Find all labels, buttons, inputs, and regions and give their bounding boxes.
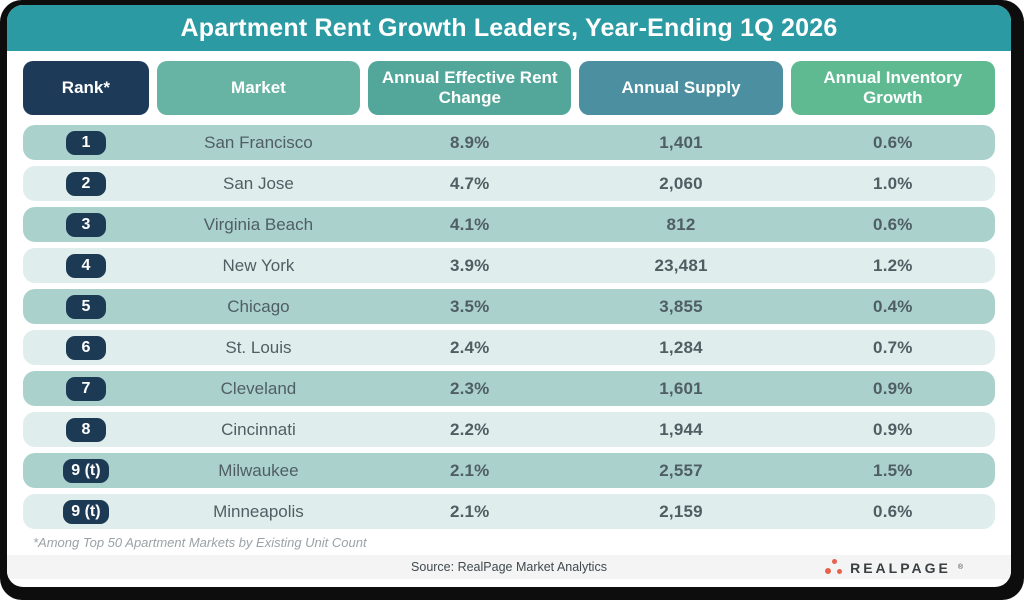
table-row: 7 Cleveland 2.3% 1,601 0.9% [23,371,995,406]
inventory-cell: 0.6% [873,501,913,521]
rank-badge: 3 [65,212,106,237]
rank-cell: 6 [23,335,149,360]
column-header-rent-change: Annual Effective Rent Change [368,61,572,115]
realpage-logo-text: REALPAGE [850,559,951,576]
rent-change-cell: 2.1% [449,501,490,521]
trademark-mark: ® [957,564,963,571]
rent-change-cell: 3.9% [449,255,490,275]
infographic-card: Apartment Rent Growth Leaders, Year-Endi… [7,5,1011,587]
supply-cell: 812 [666,214,696,234]
supply-cell: 2,557 [659,460,703,480]
inventory-cell: 0.6% [873,132,913,152]
table-row: 1 San Francisco 8.9% 1,401 0.6% [23,125,995,160]
page-title: Apartment Rent Growth Leaders, Year-Endi… [180,13,838,42]
rank-badge: 9 (t) [63,499,109,524]
rent-change-cell: 2.1% [449,460,490,480]
supply-cell: 1,601 [659,378,703,398]
realpage-logo: REALPAGE ® [825,559,963,576]
footer-bar: Source: RealPage Market Analytics [7,555,1011,579]
rent-change-cell: 2.4% [449,337,490,357]
rank-cell: 3 [23,212,149,237]
table-row: 9 (t) Milwaukee 2.1% 2,557 1.5% [23,453,995,488]
rent-change-cell: 2.3% [449,378,490,398]
table-header-row: Rank* Market Annual Effective Rent Chang… [23,61,995,115]
supply-cell: 1,401 [659,132,703,152]
title-bar: Apartment Rent Growth Leaders, Year-Endi… [7,5,1011,51]
column-header-supply: Annual Supply [579,61,783,115]
rank-badge: 4 [65,253,106,278]
table-row: 8 Cincinnati 2.2% 1,944 0.9% [23,412,995,447]
rank-cell: 8 [23,417,149,442]
supply-cell: 1,284 [659,337,703,357]
table-row: 2 San Jose 4.7% 2,060 1.0% [23,166,995,201]
market-cell: Cleveland [220,378,297,398]
inventory-cell: 1.5% [873,460,913,480]
rank-cell: 9 (t) [23,499,149,524]
rent-change-cell: 4.1% [449,214,490,234]
rent-change-cell: 2.2% [449,419,490,439]
market-cell: San Francisco [204,132,313,152]
supply-cell: 2,060 [659,173,703,193]
rank-cell: 2 [23,171,149,196]
inventory-cell: 0.9% [873,378,913,398]
rank-cell: 1 [23,130,149,155]
rent-change-cell: 8.9% [449,132,490,152]
inventory-cell: 0.9% [873,419,913,439]
market-cell: Minneapolis [213,501,304,521]
market-cell: New York [222,255,295,275]
rank-badge: 8 [65,417,106,442]
market-cell: Chicago [227,296,290,316]
supply-cell: 2,159 [659,501,703,521]
realpage-dots-icon [825,559,843,576]
rank-badge: 2 [65,171,106,196]
inventory-cell: 1.2% [873,255,913,275]
footnote: *Among Top 50 Apartment Markets by Exist… [33,535,367,550]
inventory-cell: 0.7% [873,337,913,357]
rank-badge: 6 [65,335,106,360]
inventory-cell: 0.6% [873,214,913,234]
rank-cell: 5 [23,294,149,319]
market-cell: Milwaukee [218,460,299,480]
table-row: 6 St. Louis 2.4% 1,284 0.7% [23,330,995,365]
supply-cell: 3,855 [659,296,703,316]
inventory-cell: 0.4% [873,296,913,316]
rank-cell: 7 [23,376,149,401]
table-area: Rank* Market Annual Effective Rent Chang… [7,61,1011,550]
supply-cell: 1,944 [659,419,703,439]
market-cell: Cincinnati [221,419,296,439]
rank-badge: 5 [65,294,106,319]
table-row: 9 (t) Minneapolis 2.1% 2,159 0.6% [23,494,995,529]
rank-badge: 9 (t) [63,458,109,483]
rent-change-cell: 4.7% [449,173,490,193]
rank-badge: 1 [65,130,106,155]
table-row: 3 Virginia Beach 4.1% 812 0.6% [23,207,995,242]
table-row: 4 New York 3.9% 23,481 1.2% [23,248,995,283]
table-body: 1 San Francisco 8.9% 1,401 0.6% 2 San Jo… [23,125,995,529]
source-text: Source: RealPage Market Analytics [411,560,607,574]
market-cell: Virginia Beach [203,214,314,234]
rank-cell: 4 [23,253,149,278]
market-cell: San Jose [223,173,294,193]
rank-cell: 9 (t) [23,458,149,483]
column-header-market: Market [156,61,361,115]
rent-change-cell: 3.5% [449,296,490,316]
column-header-rank: Rank* [23,61,149,115]
rank-badge: 7 [65,376,106,401]
market-cell: St. Louis [225,337,292,357]
supply-cell: 23,481 [654,255,708,275]
table-row: 5 Chicago 3.5% 3,855 0.4% [23,289,995,324]
column-header-inventory-growth: Annual Inventory Growth [790,61,995,115]
inventory-cell: 1.0% [873,173,913,193]
